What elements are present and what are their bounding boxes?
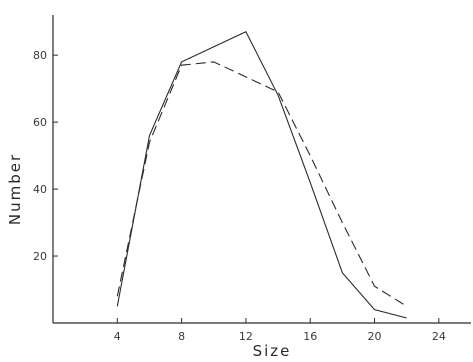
y-tick-label: 40 xyxy=(33,183,47,196)
x-tick-label: 12 xyxy=(239,330,253,343)
series-line-dashed xyxy=(116,61,407,307)
x-tick-label: 20 xyxy=(368,330,382,343)
series-layer xyxy=(116,30,407,319)
y-tick-label: 20 xyxy=(33,250,47,263)
axes: 4 8 12 16 20 24 20 40 60 80 xyxy=(33,15,471,343)
y-tick-label: 60 xyxy=(33,116,47,129)
series-line-solid xyxy=(116,30,407,319)
x-tick-label: 24 xyxy=(432,330,446,343)
x-axis-title: Size xyxy=(253,342,292,360)
x-tick-label: 16 xyxy=(303,330,317,343)
x-tick-label: 4 xyxy=(114,330,121,343)
y-axis-title: Number xyxy=(6,153,24,225)
x-tick-label: 8 xyxy=(178,330,185,343)
y-tick-label: 80 xyxy=(33,49,47,62)
